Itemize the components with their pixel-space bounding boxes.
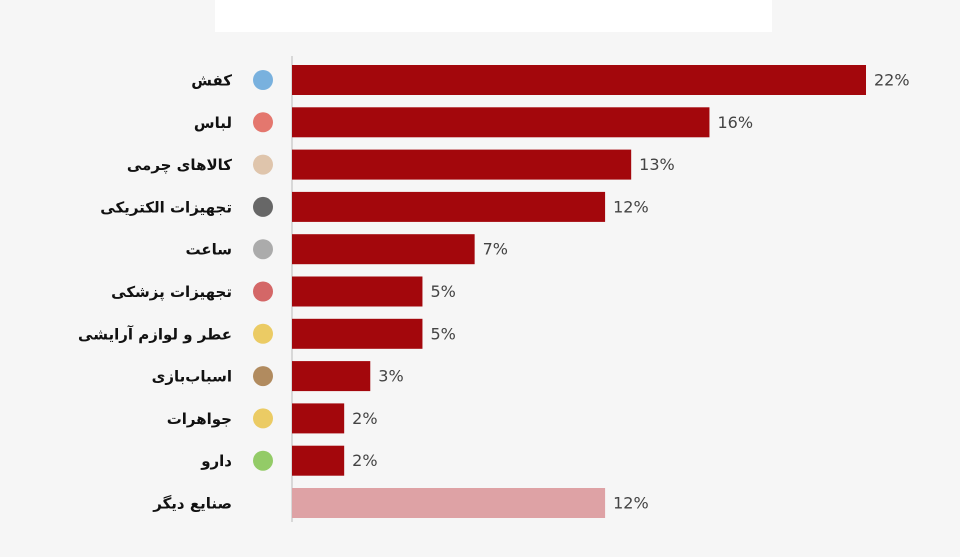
value-label: 2% <box>352 451 377 470</box>
value-label: 5% <box>430 282 455 301</box>
category-label: صنایع دیگر <box>152 495 232 513</box>
category-label: اسباب‌بازی <box>152 368 232 386</box>
category-label: کالاهای چرمی <box>127 156 232 175</box>
category-icon <box>253 366 273 387</box>
bar <box>292 403 345 434</box>
bar <box>292 234 475 265</box>
bar <box>292 318 423 349</box>
bar <box>292 191 606 222</box>
category-icon <box>253 70 273 90</box>
value-label: 2% <box>352 409 377 428</box>
bar <box>292 361 371 392</box>
value-label: 12% <box>613 494 649 513</box>
category-label: عطر و لوازم آرایشی <box>78 325 232 343</box>
category-label: کفش <box>191 72 232 90</box>
category-label: تجهیزات پزشکی <box>111 283 232 302</box>
header-box <box>215 0 772 32</box>
category-icon <box>253 196 273 217</box>
category-icon <box>253 239 273 260</box>
category-icon <box>253 408 273 429</box>
category-label: تجهیزات الکتریکی <box>100 198 232 216</box>
value-label: 7% <box>483 240 508 259</box>
bar <box>292 276 423 307</box>
category-icon <box>253 450 273 471</box>
category-label: جواهرات <box>167 410 232 428</box>
value-label: 5% <box>430 324 455 343</box>
category-label: ساعت <box>185 241 232 259</box>
value-label: 16% <box>717 113 753 132</box>
category-icon <box>253 323 273 344</box>
bar <box>292 488 606 518</box>
bar <box>292 445 345 476</box>
value-label: 22% <box>874 71 910 90</box>
category-label: لباس <box>194 114 232 132</box>
bar <box>292 65 866 95</box>
value-label: 13% <box>639 155 675 174</box>
category-icon <box>253 281 273 302</box>
value-label: 3% <box>378 367 403 386</box>
category-icon <box>253 112 273 133</box>
bar <box>292 107 710 138</box>
value-label: 12% <box>613 197 649 216</box>
bar <box>292 149 632 180</box>
category-label: دارو <box>200 452 232 470</box>
category-icon <box>253 154 273 175</box>
